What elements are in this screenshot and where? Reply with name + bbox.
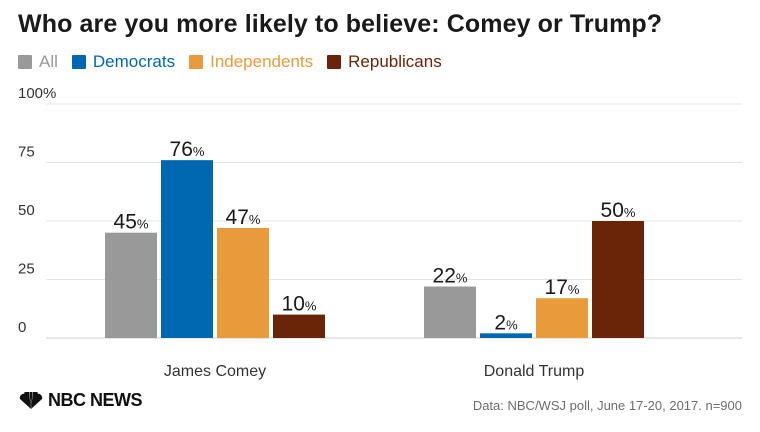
bar-value-label: 76% [170, 138, 205, 161]
bar-value-label: 45% [114, 211, 149, 234]
bar [536, 298, 588, 338]
legend-item-independents: Independents [189, 52, 313, 72]
bar [161, 160, 213, 338]
bar [424, 286, 476, 338]
source-note: Data: NBC/WSJ poll, June 17-20, 2017. n=… [472, 398, 742, 413]
y-tick-label: 25 [18, 261, 35, 278]
bar [592, 221, 644, 338]
y-tick-label: 75 [18, 144, 35, 161]
bar-value-label: 50% [601, 199, 636, 222]
bar-value-label: 22% [433, 265, 468, 288]
y-tick-label: 100% [18, 85, 56, 102]
bar [217, 228, 269, 338]
legend-item-all: All [18, 52, 58, 72]
legend-swatch-all [18, 55, 32, 69]
x-category-label: James Comey [164, 363, 266, 380]
legend-swatch-independents [189, 55, 204, 69]
peacock-icon [19, 391, 43, 409]
y-tick-label: 50 [18, 202, 35, 219]
x-category-label: Donald Trump [484, 363, 585, 380]
legend-swatch-democrats [71, 55, 86, 69]
legend-item-republicans: Republicans [327, 52, 442, 72]
bar-value-label: 10% [282, 293, 317, 316]
bar-value-label: 47% [226, 206, 261, 229]
bar-value-label: 17% [545, 276, 580, 299]
bar [105, 232, 157, 338]
chart-legend: All Democrats Independents Republicans [18, 52, 456, 72]
bar-value-label: 2% [494, 311, 518, 334]
bar [480, 333, 532, 338]
legend-label-all: All [39, 52, 58, 71]
y-tick-label: 0 [18, 319, 26, 336]
nbc-news-logo: NBC NEWS [18, 390, 143, 411]
chart-title: Who are you more likely to believe: Come… [18, 10, 663, 38]
legend-label-independents: Independents [210, 52, 314, 71]
legend-label-republicans: Republicans [348, 52, 442, 71]
legend-item-democrats: Democrats [71, 52, 176, 72]
logo-text: NBC NEWS [48, 390, 143, 410]
legend-swatch-republicans [327, 55, 342, 69]
bar [273, 314, 325, 338]
legend-label-democrats: Democrats [92, 52, 176, 71]
